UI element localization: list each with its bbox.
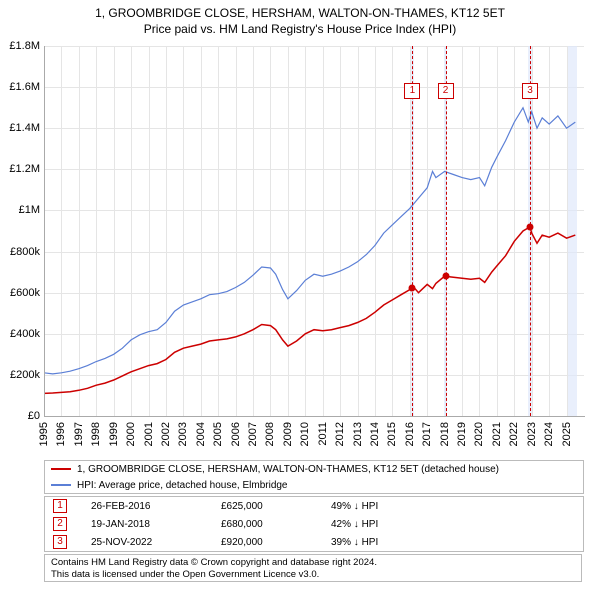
title-line2: Price paid vs. HM Land Registry's House … <box>0 20 600 40</box>
x-axis-label: 2013 <box>352 422 364 446</box>
legend-swatch <box>51 468 71 470</box>
x-axis-label: 2011 <box>317 422 329 446</box>
gridline-h <box>44 416 584 417</box>
license-line: This data is licensed under the Open Gov… <box>51 569 575 581</box>
x-axis-label: 2014 <box>369 422 381 446</box>
x-axis-label: 2021 <box>491 422 503 446</box>
x-axis-label: 2001 <box>143 422 155 446</box>
y-axis-label: £400k <box>0 328 40 340</box>
x-axis-label: 2000 <box>125 422 137 446</box>
x-axis-label: 2017 <box>421 422 433 446</box>
transaction-point <box>442 273 449 280</box>
title-line1: 1, GROOMBRIDGE CLOSE, HERSHAM, WALTON-ON… <box>0 0 600 20</box>
y-axis-label: £1.4M <box>0 122 40 134</box>
x-axis-label: 2019 <box>456 422 468 446</box>
x-axis-label: 1998 <box>90 422 102 446</box>
x-axis-label: 1996 <box>55 422 67 446</box>
x-axis-label: 2020 <box>473 422 485 446</box>
x-axis-label: 2007 <box>247 422 259 446</box>
license-notice: Contains HM Land Registry data © Crown c… <box>44 554 582 582</box>
legend-label: HPI: Average price, detached house, Elmb… <box>77 480 288 491</box>
y-axis-label: £200k <box>0 369 40 381</box>
y-axis-label: £600k <box>0 287 40 299</box>
x-axis-label: 1997 <box>73 422 85 446</box>
marker-line <box>446 46 447 416</box>
y-axis-label: £800k <box>0 246 40 258</box>
series-line-property <box>44 227 575 394</box>
series-line-hpi <box>44 108 575 374</box>
legend: 1, GROOMBRIDGE CLOSE, HERSHAM, WALTON-ON… <box>44 460 584 494</box>
y-axis-label: £0 <box>0 410 40 422</box>
x-axis-label: 2009 <box>282 422 294 446</box>
legend-row-property: 1, GROOMBRIDGE CLOSE, HERSHAM, WALTON-ON… <box>45 461 583 477</box>
transaction-tag: 2 <box>53 517 67 531</box>
y-axis-label: £1.2M <box>0 163 40 175</box>
x-axis-label: 2006 <box>230 422 242 446</box>
x-axis-label: 2010 <box>299 422 311 446</box>
transaction-delta: 39% ↓ HPI <box>331 537 431 548</box>
y-axis-label: £1.8M <box>0 40 40 52</box>
x-axis-label: 2012 <box>334 422 346 446</box>
marker-tag: 2 <box>438 83 454 99</box>
y-axis-label: £1.6M <box>0 81 40 93</box>
transaction-date: 25-NOV-2022 <box>91 537 221 548</box>
chart: 123 £0£200k£400k£600k£800k£1M£1.2M£1.4M£… <box>44 46 584 416</box>
transaction-point <box>409 284 416 291</box>
y-axis-label: £1M <box>0 204 40 216</box>
transaction-date: 19-JAN-2018 <box>91 519 221 530</box>
marker-line <box>412 46 413 416</box>
x-axis-label: 2024 <box>543 422 555 446</box>
transaction-price: £625,000 <box>221 501 331 512</box>
x-axis-label: 2023 <box>526 422 538 446</box>
transaction-row: 1 26-FEB-2016£625,00049% ↓ HPI <box>45 497 583 515</box>
marker-line <box>530 46 531 416</box>
transaction-tag: 3 <box>53 535 67 549</box>
x-axis-label: 1999 <box>108 422 120 446</box>
x-axis-label: 2015 <box>386 422 398 446</box>
x-axis-label: 2008 <box>264 422 276 446</box>
transaction-price: £680,000 <box>221 519 331 530</box>
legend-row-hpi: HPI: Average price, detached house, Elmb… <box>45 477 583 493</box>
transaction-point <box>527 223 534 230</box>
legend-swatch <box>51 484 71 486</box>
license-line: Contains HM Land Registry data © Crown c… <box>51 557 575 569</box>
x-axis-label: 2025 <box>561 422 573 446</box>
x-axis-label: 2016 <box>404 422 416 446</box>
transaction-delta: 42% ↓ HPI <box>331 519 431 530</box>
x-axis-label: 2002 <box>160 422 172 446</box>
transaction-date: 26-FEB-2016 <box>91 501 221 512</box>
x-axis-label: 2003 <box>177 422 189 446</box>
legend-label: 1, GROOMBRIDGE CLOSE, HERSHAM, WALTON-ON… <box>77 464 499 475</box>
x-axis-label: 2018 <box>439 422 451 446</box>
x-axis-label: 1995 <box>38 422 50 446</box>
transaction-price: £920,000 <box>221 537 331 548</box>
transactions-table: 1 26-FEB-2016£625,00049% ↓ HPI 2 19-JAN-201… <box>44 496 584 552</box>
x-axis-label: 2005 <box>212 422 224 446</box>
transaction-tag: 1 <box>53 499 67 513</box>
transaction-row: 3 25-NOV-2022£920,00039% ↓ HPI <box>45 533 583 551</box>
transaction-row: 2 19-JAN-2018£680,00042% ↓ HPI <box>45 515 583 533</box>
x-axis-label: 2022 <box>508 422 520 446</box>
marker-tag: 1 <box>404 83 420 99</box>
transaction-delta: 49% ↓ HPI <box>331 501 431 512</box>
marker-tag: 3 <box>522 83 538 99</box>
x-axis-label: 2004 <box>195 422 207 446</box>
